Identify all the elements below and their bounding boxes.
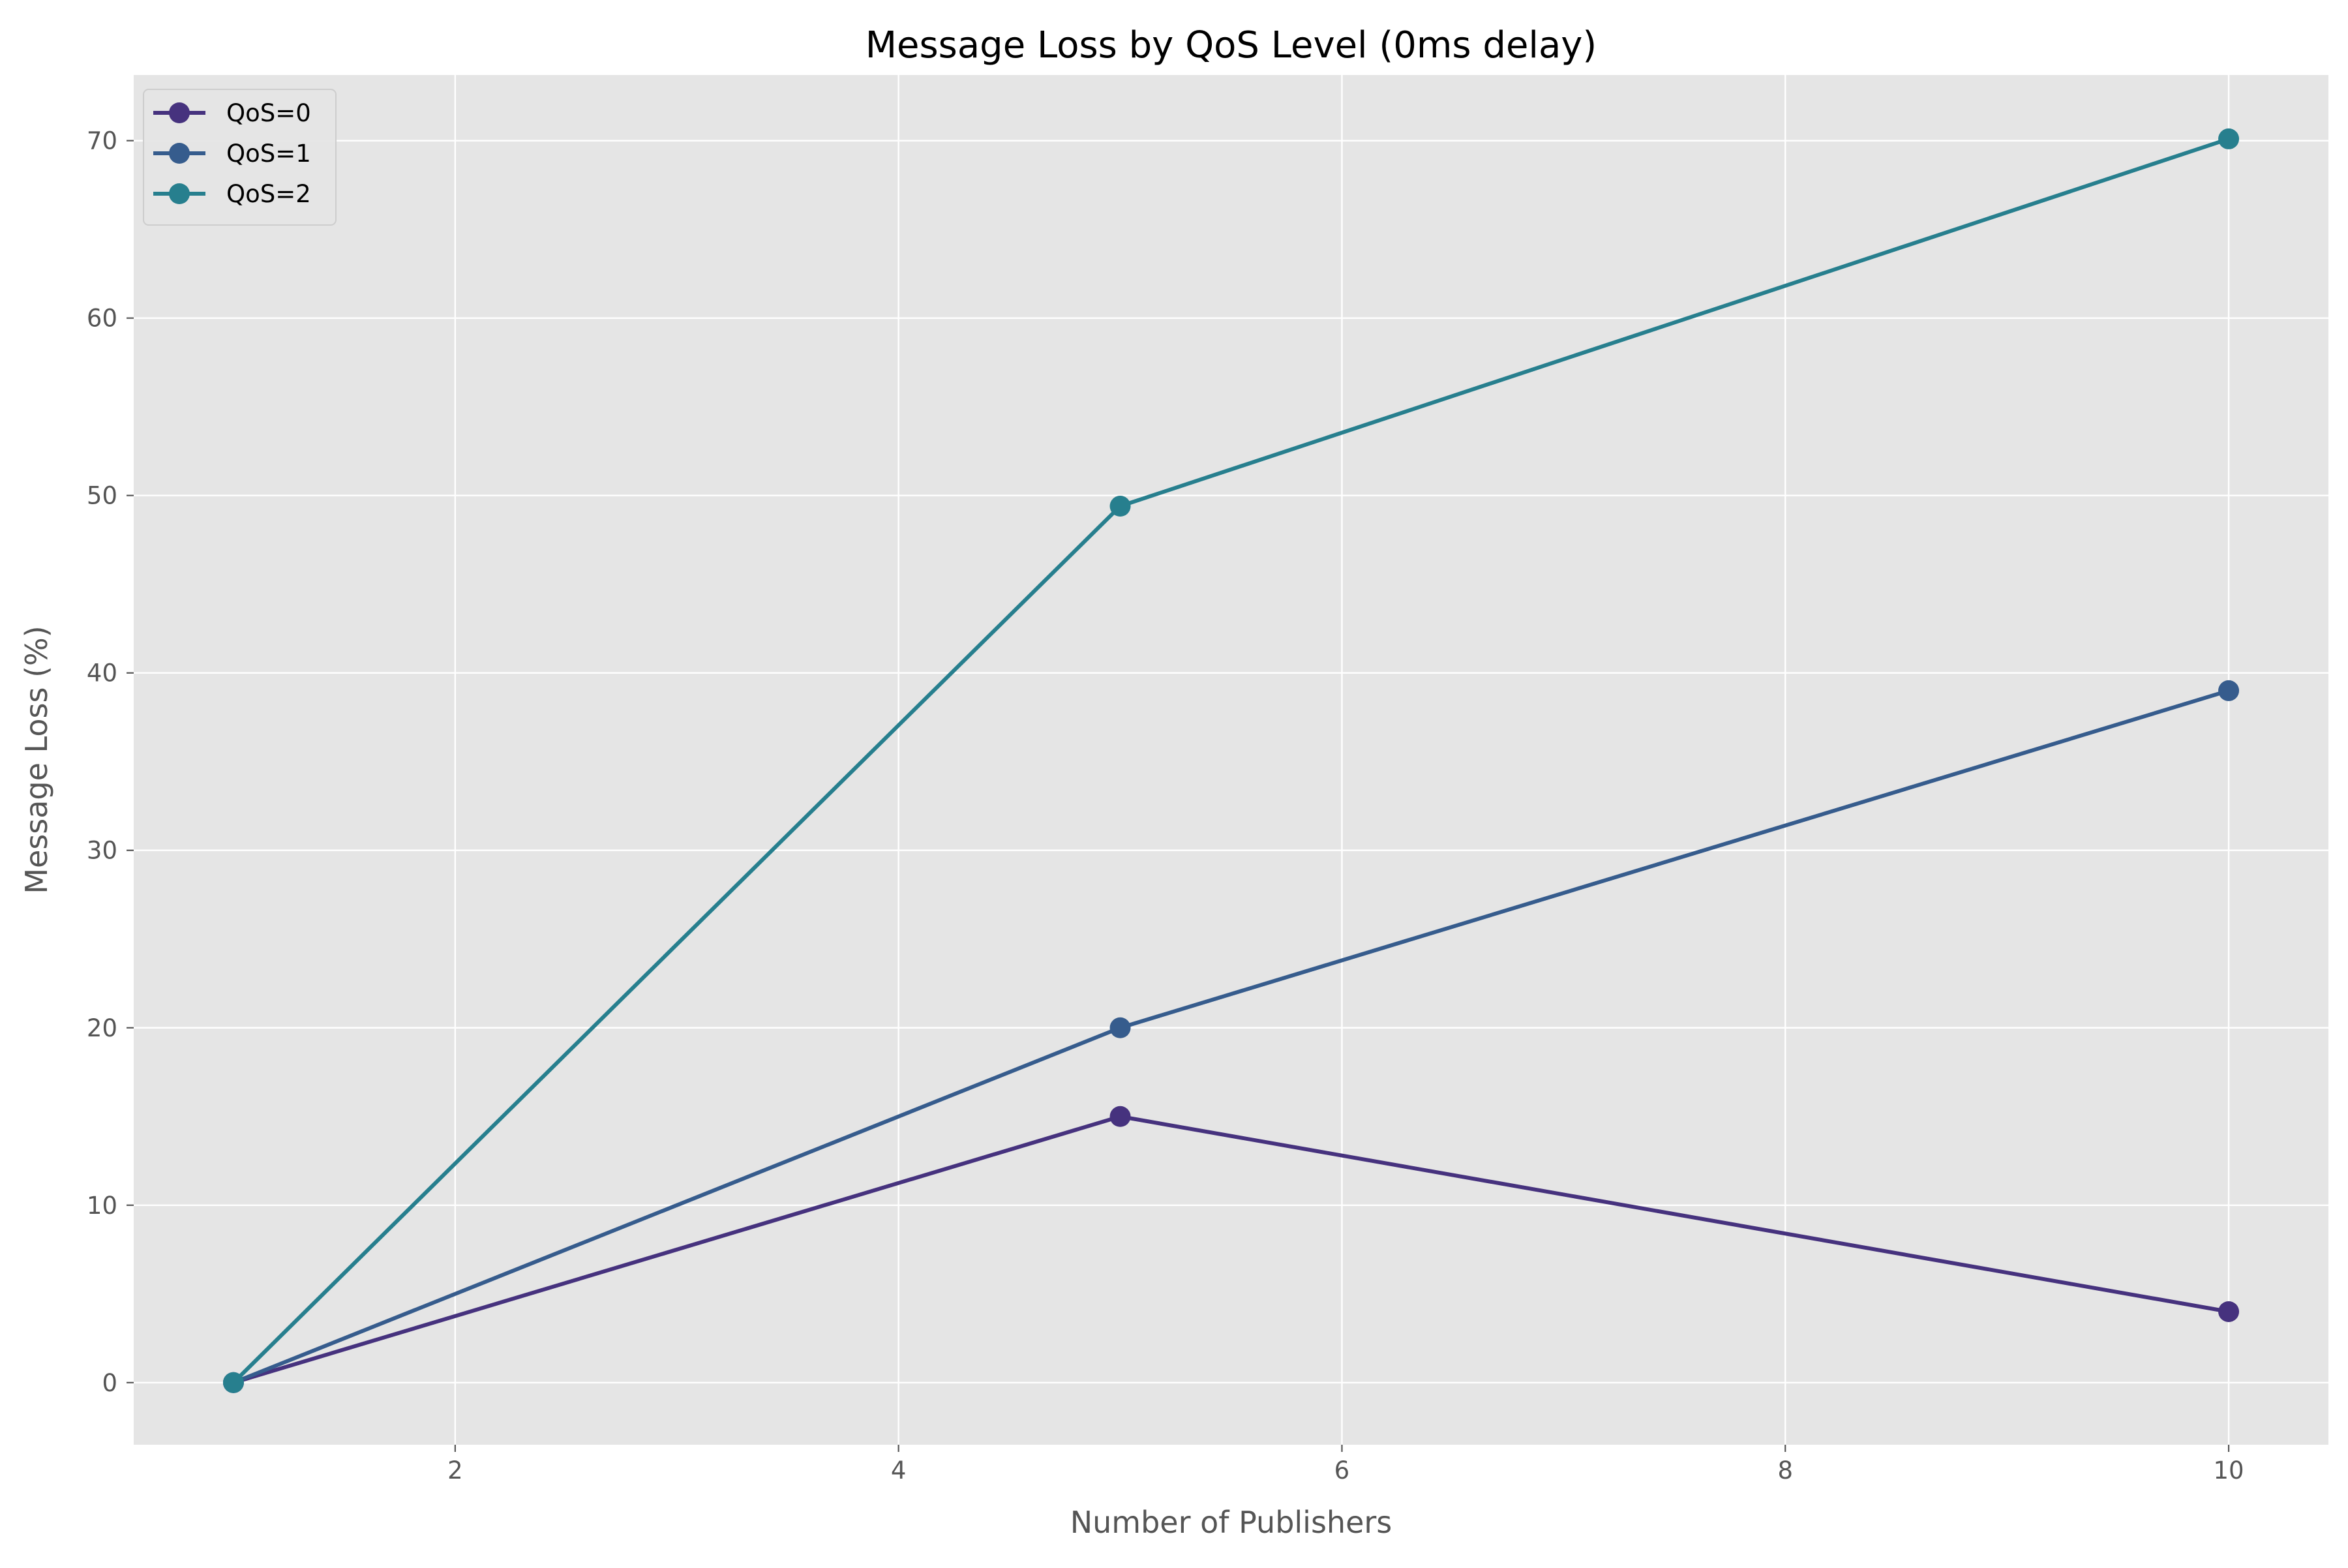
legend-item: QoS=2 [153,180,311,208]
data-point [2218,680,2240,701]
legend-marker [169,183,190,204]
data-point [1109,496,1131,517]
legend-marker [169,143,190,164]
legend-label: QoS=1 [226,140,311,168]
legend-label: QoS=0 [226,99,311,127]
legend-label: QoS=2 [226,180,311,208]
y-axis-ticks: 0 10 20 30 40 50 60 70 [87,127,134,1397]
plot-area [134,75,2328,1445]
data-point [222,1372,244,1393]
legend-box [143,89,337,226]
y-axis-label: Message Loss (%) [19,626,54,894]
x-tick-label: 2 [447,1456,463,1485]
x-tick-label: 6 [1334,1456,1350,1485]
x-tick-label: 4 [891,1456,907,1485]
data-point [2218,128,2240,149]
y-tick-label: 60 [87,305,117,333]
legend: QoS=0 QoS=1 QoS=2 [143,89,337,226]
series-2 [222,128,2240,1393]
data-point [2218,1301,2240,1322]
x-tick-label: 10 [2213,1456,2244,1485]
y-tick-label: 30 [87,837,117,865]
x-axis-label: Number of Publishers [1070,1505,1392,1540]
legend-marker [169,102,190,123]
y-tick-label: 70 [87,127,117,155]
x-axis-ticks: 2 4 6 8 10 [447,1445,2244,1485]
series-group [222,128,2240,1393]
x-tick-label: 8 [1777,1456,1793,1485]
legend-item: QoS=0 [153,99,311,127]
y-tick-label: 10 [87,1192,117,1220]
chart-title: Message Loss by QoS Level (0ms delay) [865,24,1597,67]
legend-item: QoS=1 [153,140,311,168]
data-point [1109,1017,1131,1038]
y-tick-label: 40 [87,659,117,687]
grid [134,75,2328,1445]
y-tick-label: 0 [102,1369,117,1397]
y-tick-label: 20 [87,1014,117,1042]
data-point [1109,1106,1131,1127]
y-tick-label: 50 [87,482,117,510]
